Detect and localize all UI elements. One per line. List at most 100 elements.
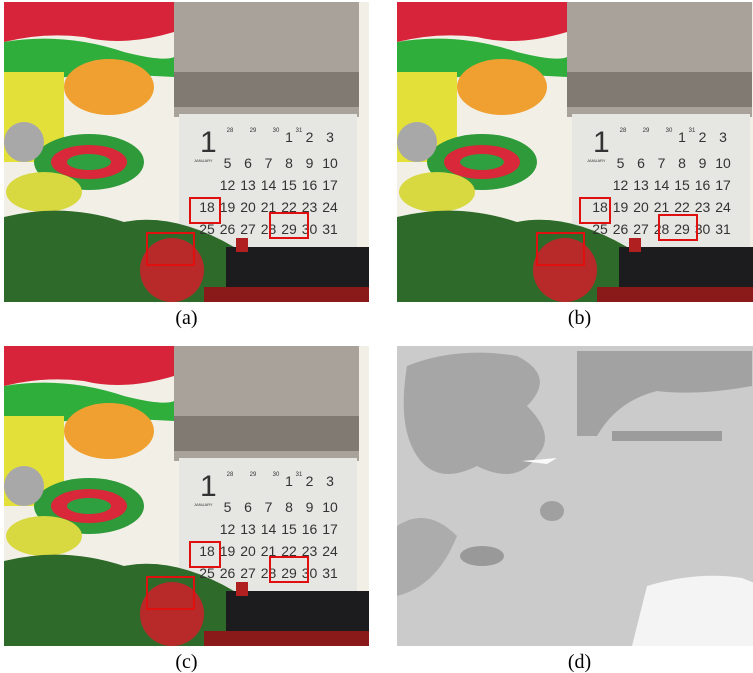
grey-bush [4, 122, 44, 162]
calendar-day: 8 [678, 155, 686, 171]
calendar-day: 7 [265, 155, 273, 171]
calendar-day: 1 [678, 129, 686, 145]
calendar-day: 27 [633, 221, 649, 237]
train-red [629, 238, 641, 252]
calendar-day: 3 [719, 129, 727, 145]
calendar-day: 31 [322, 565, 338, 581]
calendar-day: 29 [281, 221, 297, 237]
calendar-day: 5 [617, 155, 625, 171]
calendar-day: 26 [613, 221, 629, 237]
calendar-day: 18 [199, 199, 215, 215]
caption: (c) [175, 651, 197, 673]
calendar-day: 8 [285, 499, 293, 515]
calendar-day: 13 [240, 177, 256, 193]
calendar-day: 31 [322, 221, 338, 237]
calendar-day: 6 [637, 155, 645, 171]
calendar-day: 18 [592, 199, 608, 215]
caption: (a) [175, 307, 197, 329]
calendar-day: 2 [306, 473, 314, 489]
calendar-day: 19 [220, 199, 236, 215]
calendar-day: 12 [220, 521, 236, 537]
train-red [236, 238, 248, 252]
calendar-day: 14 [261, 177, 277, 193]
calendar-day: 26 [220, 221, 236, 237]
calendar-day: 28 [227, 128, 234, 134]
depth-near [632, 576, 753, 646]
calendar-day: 23 [695, 199, 711, 215]
grey-bush [397, 122, 437, 162]
calendar-day: 3 [326, 473, 334, 489]
ring-center [460, 154, 504, 170]
depth-region [612, 431, 722, 441]
train-base [204, 287, 369, 302]
calendar-day: 10 [322, 155, 338, 171]
calendar-day: 21 [654, 199, 670, 215]
calendar-day: 20 [633, 199, 649, 215]
red-top [4, 346, 174, 386]
calendar-day: 31 [689, 128, 696, 134]
calendar-day: 28 [620, 128, 627, 134]
caption: (b) [568, 307, 591, 329]
calendar-day: 29 [281, 565, 297, 581]
calendar-month: 1 [200, 126, 217, 159]
calendar-day: 18 [199, 543, 215, 559]
panel-image: 1JANUARY28293031123567891012131415161718… [4, 346, 369, 646]
calendar-day: 16 [302, 521, 318, 537]
calendar-day: 6 [244, 499, 252, 515]
train-base [597, 287, 753, 302]
ring-center [67, 154, 111, 170]
calendar-month: 1 [200, 470, 217, 503]
panel: 1JANUARY28293031123567891012131415161718… [397, 2, 753, 302]
calendar-day: 3 [326, 129, 334, 145]
red-ball [533, 238, 597, 302]
calendar-day: 27 [240, 221, 256, 237]
calendar-day: 28 [654, 221, 670, 237]
calendar-day: 28 [227, 472, 234, 478]
depth-region [404, 353, 545, 474]
calendar-month: 1 [593, 126, 610, 159]
calendar-day: 31 [296, 472, 303, 478]
calendar-day: 19 [220, 543, 236, 559]
ring-center [67, 498, 111, 514]
calendar-day: 28 [261, 565, 277, 581]
calendar-day: 7 [658, 155, 666, 171]
calendar-day: 27 [240, 565, 256, 581]
calendar-month-name: JANUARY [194, 502, 213, 507]
yellow-goat [6, 516, 82, 556]
yellow-goat [6, 172, 82, 212]
calendar-day: 17 [715, 177, 731, 193]
calendar-day: 10 [715, 155, 731, 171]
calendar-day: 9 [699, 155, 707, 171]
calendar-month-name: JANUARY [587, 158, 606, 163]
calendar-day: 29 [250, 472, 257, 478]
figure: 1JANUARY28293031123567891012131415161718… [0, 0, 753, 673]
calendar-day: 30 [273, 472, 280, 478]
calendar-day: 31 [715, 221, 731, 237]
calendar-day: 20 [240, 199, 256, 215]
calendar-day: 1 [285, 473, 293, 489]
train-base [204, 631, 369, 646]
calendar-day: 12 [613, 177, 629, 193]
calendar-day: 24 [715, 199, 731, 215]
orange-animal [457, 59, 547, 115]
calendar-day: 5 [224, 499, 232, 515]
grey-bush [4, 466, 44, 506]
calendar-month-name: JANUARY [194, 158, 213, 163]
caption: (d) [568, 651, 591, 673]
calendar-day: 9 [306, 155, 314, 171]
calendar-day: 16 [695, 177, 711, 193]
calendar-day: 24 [322, 543, 338, 559]
red-top [4, 2, 174, 42]
calendar-day: 30 [666, 128, 673, 134]
calendar-day: 29 [674, 221, 690, 237]
calendar-day: 15 [674, 177, 690, 193]
yellow-goat [399, 172, 475, 212]
calendar-day: 17 [322, 521, 338, 537]
calendar-day: 17 [322, 177, 338, 193]
calendar-day: 8 [285, 155, 293, 171]
calendar-day: 31 [296, 128, 303, 134]
calendar-day: 15 [281, 177, 297, 193]
